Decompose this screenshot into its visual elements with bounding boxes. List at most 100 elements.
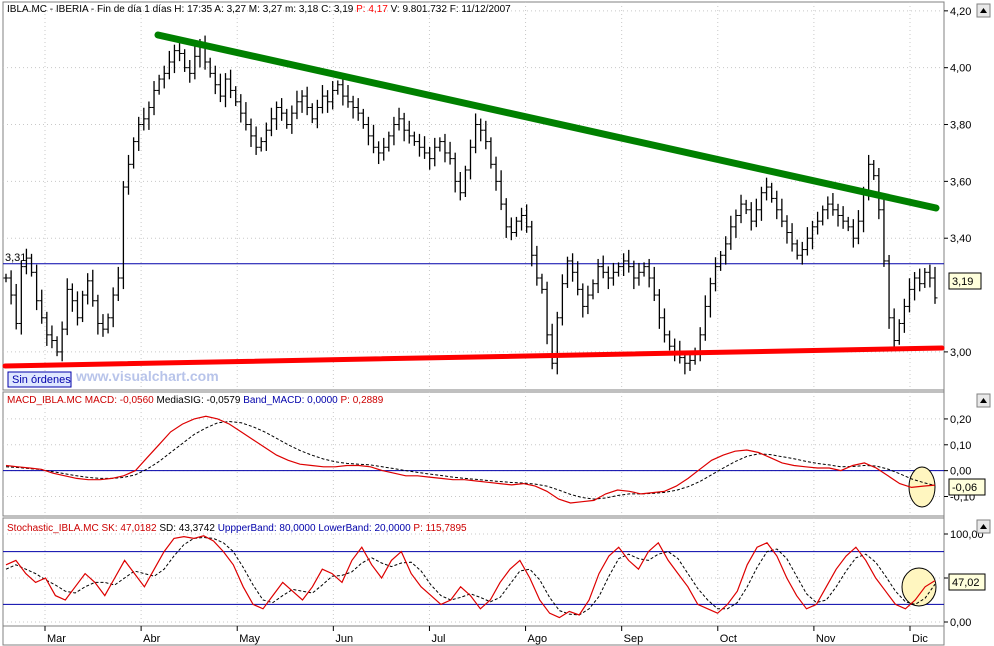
month-label: May <box>239 633 260 645</box>
ohlc-bar <box>835 203 841 227</box>
ohlc-bar <box>345 85 351 108</box>
ohlc-bar <box>49 325 55 349</box>
scroll-up-arrow-stochastic[interactable] <box>976 519 991 534</box>
ohlc-bar <box>146 101 152 130</box>
ohlc-bar <box>850 219 856 248</box>
ohlc-bar <box>69 283 75 312</box>
ohlc-bar <box>309 103 315 124</box>
header-field: M: 3,27 <box>246 4 283 15</box>
ohlc-bar <box>794 239 800 260</box>
ohlc-bar <box>881 198 887 267</box>
ohlc-bar <box>243 102 249 131</box>
stochastic-last-marker: 47,02 <box>948 573 986 591</box>
last-price-label: 3,19 <box>952 276 973 288</box>
ohlc-bar <box>815 211 821 235</box>
header-field: UppperBand: 80,0000 <box>215 523 316 534</box>
ohlc-bar <box>478 118 484 142</box>
ohlc-bar <box>901 298 907 333</box>
ohlc-bar <box>743 199 749 215</box>
ohlc-bar <box>845 216 851 232</box>
ohlc-bar <box>646 258 652 288</box>
ohlc-bar <box>610 262 616 286</box>
ohlc-bar <box>544 281 550 345</box>
resistance-trendline <box>154 31 940 212</box>
ohlc-bar <box>85 273 91 305</box>
ohlc-bar <box>228 69 234 99</box>
ohlc-bar <box>222 73 228 108</box>
ohlc-bar <box>672 338 678 362</box>
ohlc-bar <box>401 112 407 142</box>
ohlc-bar <box>779 198 785 228</box>
scroll-up-arrow-price[interactable] <box>976 3 991 18</box>
macd-last-marker: -0,06 <box>948 478 986 496</box>
ohlc-bar <box>820 205 826 226</box>
ohlc-bar <box>616 262 622 277</box>
ohlc-bar <box>238 94 244 123</box>
ohlc-bar <box>151 81 157 116</box>
ohlc-bar <box>371 124 377 154</box>
header-field: P: 4,17 <box>353 4 388 15</box>
ohlc-bar <box>906 278 912 313</box>
axis-tick-label: 0,00 <box>950 466 971 478</box>
ohlc-bar <box>692 347 698 365</box>
month-label: Ago <box>528 633 548 645</box>
ohlc-bar <box>452 152 458 193</box>
ohlc-bar <box>268 107 274 137</box>
ohlc-bar <box>115 266 121 302</box>
ohlc-bar <box>212 65 218 95</box>
ohlc-bar <box>804 227 810 256</box>
ohlc-bar <box>319 85 325 114</box>
ohlc-bar <box>156 74 162 95</box>
ohlc-bar <box>473 113 479 154</box>
ohlc-bar <box>927 264 933 288</box>
ohlc-bar <box>416 133 422 157</box>
ohlc-bar <box>799 241 805 265</box>
stochastic-sk-line <box>5 535 936 619</box>
ohlc-bar <box>896 319 902 345</box>
ohlc-bar <box>733 209 739 238</box>
ohlc-bar <box>549 323 555 370</box>
ohlc-bar <box>350 95 356 119</box>
ohlc-bar <box>432 137 438 167</box>
ohlc-bar <box>462 165 468 197</box>
ohlc-bar <box>90 269 96 307</box>
ohlc-bar <box>386 131 392 152</box>
ohlc-bar <box>182 49 188 72</box>
header-field: Stochastic_IBLA.MC <box>7 523 99 534</box>
ohlc-bar <box>488 137 494 169</box>
ohlc-bar <box>422 136 428 159</box>
scroll-up-arrow-macd[interactable] <box>976 393 991 408</box>
month-label: Jun <box>335 633 353 645</box>
ohlc-bar <box>605 266 611 290</box>
month-label: Nov <box>816 633 836 645</box>
header-field: m: 3,18 <box>282 4 319 15</box>
axis-tick-label: 0,20 <box>950 414 971 426</box>
axis-tick-label: 3,80 <box>950 120 971 132</box>
ohlc-bar <box>621 253 627 277</box>
ohlc-bar <box>917 268 923 292</box>
last-price-marker: 3,19 <box>948 272 982 290</box>
ohlc-bar <box>447 141 453 165</box>
ohlc-bar <box>641 262 647 277</box>
ohlc-bar <box>748 202 754 231</box>
axis-tick-label: 0,10 <box>950 440 971 452</box>
ohlc-bar <box>355 98 361 121</box>
ohlc-bar <box>631 260 637 290</box>
no-orders-badge[interactable]: Sin órdenes <box>7 371 72 388</box>
header-field: IBLA.MC - IBERIA - Fin de día 1 días <box>7 4 172 15</box>
ohlc-bar <box>830 193 836 216</box>
ohlc-bar <box>559 274 565 326</box>
ohlc-bar <box>411 131 417 146</box>
ohlc-bar <box>23 248 29 275</box>
ohlc-bar <box>294 90 300 120</box>
ohlc-bar <box>728 215 734 250</box>
ohlc-bar <box>396 107 402 131</box>
header-field: LowerBand: 20,0000 <box>316 523 412 534</box>
ohlc-bar <box>529 220 535 267</box>
ohlc-bar <box>29 253 35 277</box>
ohlc-bar <box>723 236 729 265</box>
ohlc-bar <box>95 294 101 335</box>
ohlc-bar <box>304 86 310 116</box>
ohlc-bar <box>774 190 780 220</box>
month-label: Oct <box>720 633 737 645</box>
